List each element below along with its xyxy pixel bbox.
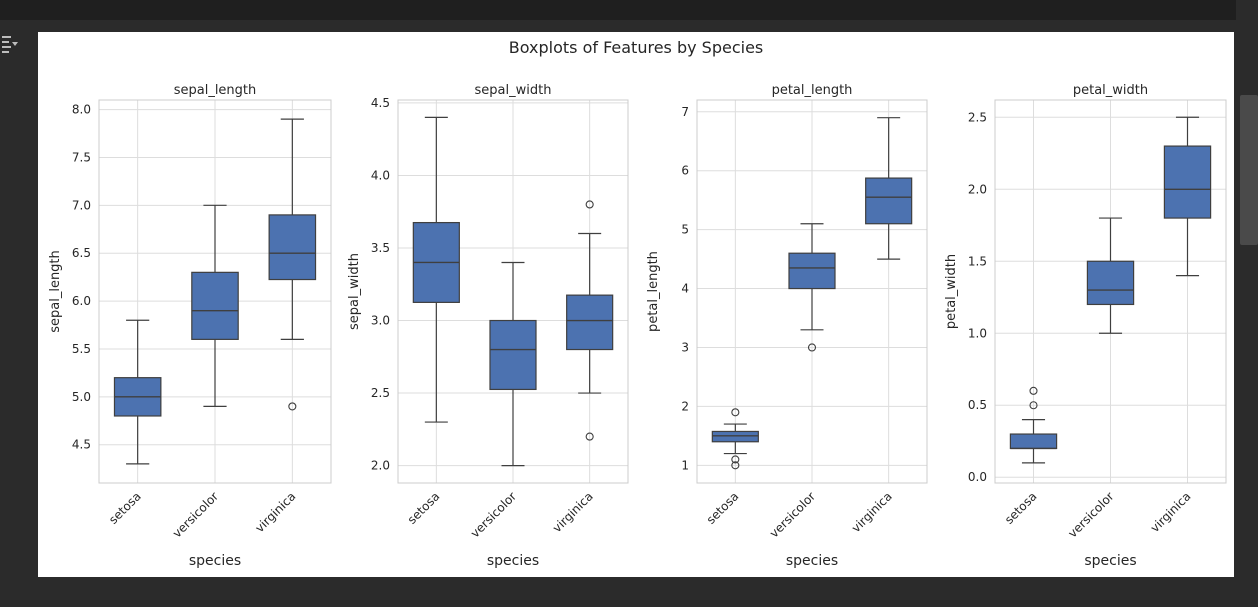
y-tick-label: 1.0 <box>968 326 987 340</box>
y-tick-label: 6.5 <box>72 246 91 260</box>
y-axis-label: sepal_width <box>347 253 362 330</box>
boxplot-figure: Boxplots of Features by Species 4.5 5.0 5.… <box>48 38 1227 569</box>
iqr-box <box>1086 260 1135 306</box>
editor-right-gutter <box>1236 0 1258 607</box>
iqr-box <box>566 294 614 351</box>
output-toggle-icon[interactable] <box>0 30 20 60</box>
y-tick-label: 5 <box>681 223 689 237</box>
x-tick-label: versicolor <box>767 489 818 540</box>
vertical-scrollbar[interactable] <box>1240 95 1258 245</box>
y-tick-label: 1 <box>681 458 689 472</box>
box-versicolor <box>191 204 239 407</box>
box-setosa <box>412 116 460 423</box>
outlier-point <box>585 200 594 209</box>
y-tick-label: 0.0 <box>968 470 987 484</box>
box-virginica <box>865 117 913 260</box>
x-axis-label: species <box>189 553 241 569</box>
y-tick-label: 7.0 <box>72 198 91 212</box>
subplot-sepal-width: 2.0 2.5 3.0 3.5 4.0 4.5 setosa versicolor virgin… <box>347 83 629 569</box>
box-setosa <box>711 408 759 470</box>
iqr-box <box>711 430 759 443</box>
outlier-point <box>731 461 740 470</box>
y-axis-label: sepal_length <box>48 250 63 333</box>
x-tick-label: versicolor <box>170 489 221 540</box>
y-tick-label: 6 <box>681 164 689 178</box>
box-virginica <box>1163 116 1212 277</box>
y-tick-label: 4.0 <box>371 168 390 182</box>
outlier-point <box>731 408 740 417</box>
y-tick-label: 5.5 <box>72 342 91 356</box>
y-tick-label: 2.0 <box>371 459 390 473</box>
y-tick-label: 2.5 <box>968 110 987 124</box>
axes-frame <box>696 99 928 484</box>
outlier-point <box>1029 401 1038 410</box>
outlier-point <box>585 432 594 441</box>
x-tick-label: virginica <box>849 489 895 535</box>
notebook-top-bar <box>0 0 1258 20</box>
axes-frame <box>994 99 1227 484</box>
y-tick-label: 2 <box>681 399 689 413</box>
box-setosa <box>113 319 162 465</box>
x-tick-label: versicolor <box>1065 489 1116 540</box>
x-tick-label: setosa <box>1002 489 1040 527</box>
y-tick-label: 3.5 <box>371 241 390 255</box>
subplot-title: petal_width <box>1073 83 1148 98</box>
y-tick-label: 2.0 <box>968 182 987 196</box>
x-tick-label: versicolor <box>468 489 519 540</box>
x-tick-label: setosa <box>405 489 443 527</box>
subplot-title: sepal_width <box>475 83 552 98</box>
y-tick-label: 8.0 <box>72 103 91 117</box>
axes-frame <box>98 99 332 484</box>
y-tick-label: 2.5 <box>371 386 390 400</box>
outlier-point <box>731 455 740 464</box>
subplot-title: sepal_length <box>174 83 257 98</box>
iqr-box <box>191 271 239 340</box>
box-setosa <box>1009 386 1058 464</box>
x-tick-label: virginica <box>550 489 596 535</box>
iqr-box <box>865 177 913 225</box>
y-tick-label: 3.0 <box>371 314 390 328</box>
iqr-box <box>489 319 537 391</box>
box-virginica <box>566 200 614 441</box>
y-tick-label: 3 <box>681 340 689 354</box>
y-tick-label: 7.5 <box>72 150 91 164</box>
x-tick-label: virginica <box>252 489 298 535</box>
axes-frame <box>397 99 629 484</box>
y-tick-label: 5.0 <box>72 390 91 404</box>
x-axis-label: species <box>1084 553 1136 569</box>
y-tick-label: 6.0 <box>72 294 91 308</box>
x-tick-label: virginica <box>1148 489 1194 535</box>
box-virginica <box>268 118 317 411</box>
y-tick-label: 0.5 <box>968 398 987 412</box>
iqr-box <box>1163 145 1212 219</box>
subplot-petal-length: 1 2 3 4 5 6 7 setosa versicolor virginica petal_le… <box>646 83 928 569</box>
figure-title: Boxplots of Features by Species <box>509 38 764 57</box>
subplot-title: petal_length <box>772 83 853 98</box>
iqr-box <box>268 214 317 281</box>
box-versicolor <box>489 261 537 467</box>
outlier-point <box>807 343 817 352</box>
subplot-sepal-length: 4.5 5.0 5.5 6.0 6.5 7.0 7.5 8.0 setosa versicolor… <box>48 83 332 569</box>
x-tick-label: setosa <box>106 489 144 527</box>
y-tick-label: 4 <box>681 282 689 296</box>
y-tick-label: 4.5 <box>371 96 390 110</box>
y-axis-label: petal_length <box>646 251 661 332</box>
subplot-petal-width: 0.0 0.5 1.0 1.5 2.0 2.5 setosa versicolor virgin… <box>944 83 1227 569</box>
y-axis-label: petal_width <box>944 254 959 329</box>
box-versicolor <box>1086 217 1135 334</box>
outlier-point <box>288 402 297 411</box>
y-tick-label: 7 <box>681 105 689 119</box>
figure-output: Boxplots of Features by Species 4.5 5.0 5.… <box>38 32 1234 577</box>
box-versicolor <box>788 223 836 352</box>
x-axis-label: species <box>786 553 838 569</box>
iqr-box <box>1009 433 1058 450</box>
outlier-point <box>1029 386 1038 395</box>
y-tick-label: 1.5 <box>968 254 987 268</box>
x-tick-label: setosa <box>704 489 742 527</box>
y-tick-label: 4.5 <box>72 438 91 452</box>
iqr-box <box>788 252 836 290</box>
x-axis-label: species <box>487 553 539 569</box>
